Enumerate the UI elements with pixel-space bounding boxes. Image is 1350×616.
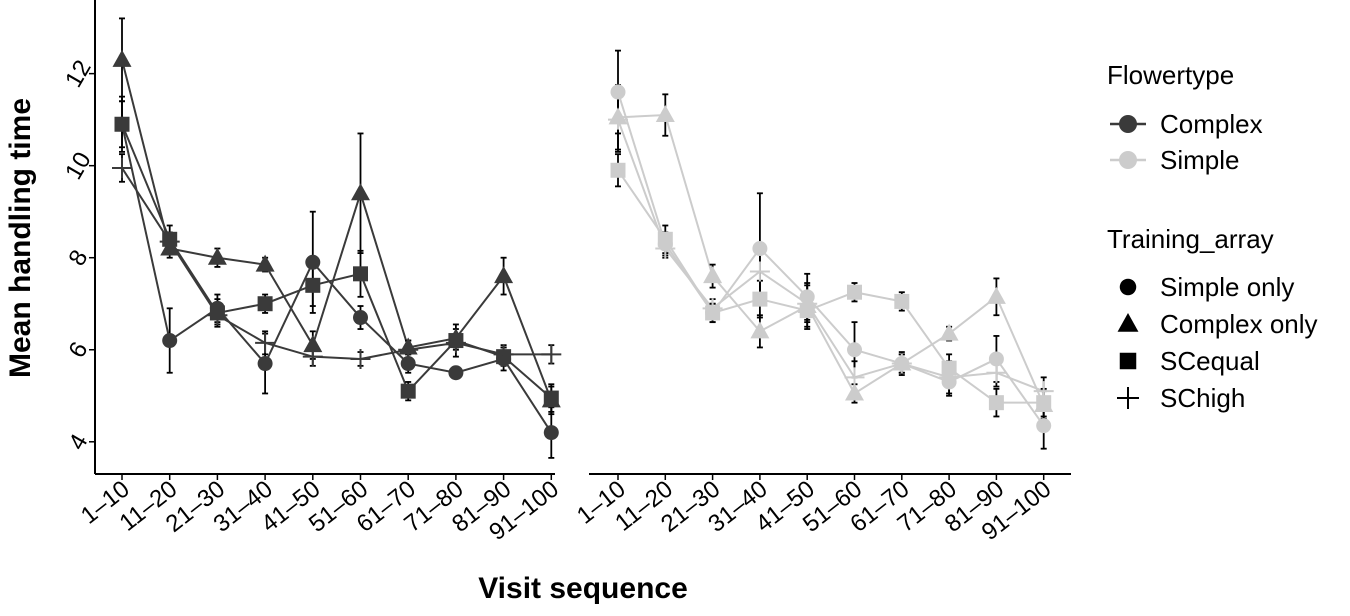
data-point-circle bbox=[353, 310, 368, 326]
legend-items: Complex Simple Simple only Complex only SCeq… bbox=[1110, 109, 1318, 413]
legend-key-square bbox=[1119, 352, 1137, 370]
legend-title-training-array: Training_array bbox=[1107, 224, 1274, 254]
series-scequal bbox=[617, 169, 1044, 404]
y-tick-label: 8 bbox=[63, 245, 93, 270]
data-point-square bbox=[1036, 395, 1052, 411]
data-point-triangle bbox=[939, 323, 959, 341]
data-point-square bbox=[257, 296, 273, 312]
data-point-circle bbox=[1036, 418, 1052, 434]
legend-label-complex: Complex bbox=[1160, 109, 1263, 139]
data-point-plus bbox=[749, 261, 770, 282]
series-line bbox=[617, 114, 1045, 406]
data-point-circle bbox=[257, 356, 273, 372]
data-point-plus bbox=[493, 344, 514, 365]
series-line bbox=[121, 167, 552, 360]
data-point-plus bbox=[398, 339, 419, 360]
data-point-plus bbox=[112, 157, 132, 178]
data-point-plus bbox=[891, 353, 912, 374]
legend-key-circle bbox=[1119, 278, 1137, 296]
data-point-circle bbox=[448, 365, 464, 381]
data-point-square bbox=[353, 266, 368, 282]
data-point-plus bbox=[986, 362, 1007, 383]
y-tick-label: 4 bbox=[63, 430, 93, 455]
data-point-triangle bbox=[750, 321, 770, 339]
data-point-plus bbox=[797, 293, 818, 314]
series-line bbox=[617, 119, 1045, 393]
series-schigh bbox=[121, 167, 552, 360]
data-point-plus bbox=[159, 231, 180, 252]
legend-label-simple: Simple bbox=[1160, 145, 1239, 175]
data-point-triangle bbox=[655, 105, 675, 123]
data-point-triangle bbox=[986, 286, 1006, 304]
legend-label-schigh: SChigh bbox=[1160, 383, 1245, 413]
series-line bbox=[121, 59, 553, 401]
data-point-circle bbox=[610, 84, 626, 100]
data-point-triangle bbox=[703, 266, 723, 284]
data-point-triangle bbox=[112, 49, 132, 67]
panel-complex bbox=[112, 17, 562, 459]
data-point-triangle bbox=[494, 266, 514, 284]
data-point-circle bbox=[162, 333, 178, 349]
data-point-square bbox=[988, 395, 1004, 411]
legend-key-circle bbox=[1119, 151, 1137, 169]
legend-label-simple-only: Simple only bbox=[1160, 272, 1294, 302]
data-point-plus bbox=[702, 298, 723, 319]
y-tick-label: 12 bbox=[60, 56, 97, 93]
data-point-square bbox=[543, 390, 559, 406]
data-point-square bbox=[847, 284, 862, 300]
legend-label-complex-only: Complex only bbox=[1160, 309, 1318, 339]
legend-key-plus bbox=[1117, 387, 1139, 409]
legend-key-circle bbox=[1119, 115, 1137, 133]
x-axis-title: Visit sequence bbox=[478, 572, 688, 605]
data-point-triangle bbox=[207, 247, 227, 265]
series-line bbox=[121, 124, 553, 434]
data-point-square bbox=[400, 383, 416, 399]
data-point-square bbox=[610, 162, 626, 178]
series-line bbox=[617, 91, 1045, 427]
series-simple-only bbox=[617, 91, 1045, 427]
data-point-plus bbox=[255, 332, 276, 353]
data-point-circle bbox=[752, 241, 768, 257]
data-point-triangle bbox=[255, 254, 275, 272]
data-point-plus bbox=[541, 344, 562, 365]
data-point-circle bbox=[543, 425, 559, 441]
series-simple-only bbox=[121, 124, 553, 434]
series-complex-only bbox=[617, 114, 1045, 406]
series-schigh bbox=[617, 119, 1045, 393]
y-tick-label: 6 bbox=[63, 337, 93, 362]
data-point-plus bbox=[207, 305, 228, 326]
legend-title-flowertype: Flowertype bbox=[1107, 60, 1234, 90]
legend-key-triangle bbox=[1117, 313, 1139, 332]
legend: Flowertype Training_array Complex Simple S… bbox=[1107, 60, 1318, 413]
data-point-circle bbox=[400, 356, 416, 372]
data-point-plus bbox=[608, 109, 628, 130]
series-complex-only bbox=[121, 59, 553, 401]
axes: 46810121–1011–2021–3031–4041–5051–6061–7… bbox=[60, 0, 1071, 546]
data-point-plus bbox=[1033, 381, 1054, 402]
data-point-plus bbox=[844, 367, 865, 388]
y-tick-label: 10 bbox=[60, 148, 97, 185]
data-point-square bbox=[894, 293, 910, 309]
data-point-circle bbox=[847, 342, 862, 358]
data-point-square bbox=[752, 291, 768, 307]
data-point-triangle bbox=[351, 183, 370, 201]
data-point-circle bbox=[305, 254, 321, 270]
series-line bbox=[617, 169, 1044, 404]
data-point-square bbox=[114, 116, 130, 132]
data-point-triangle bbox=[845, 383, 864, 401]
legend-label-scequal: SCequal bbox=[1160, 346, 1260, 376]
y-axis-title: Mean handling time bbox=[4, 98, 37, 378]
data-point-circle bbox=[988, 351, 1004, 367]
data-point-plus bbox=[939, 367, 960, 388]
panel-simple bbox=[608, 49, 1054, 450]
data-point-plus bbox=[350, 348, 371, 369]
data-point-plus bbox=[445, 332, 466, 353]
data-point-plus bbox=[302, 346, 323, 367]
data-point-triangle bbox=[303, 335, 323, 353]
data-point-square bbox=[305, 277, 321, 293]
data-point-plus bbox=[655, 238, 676, 259]
